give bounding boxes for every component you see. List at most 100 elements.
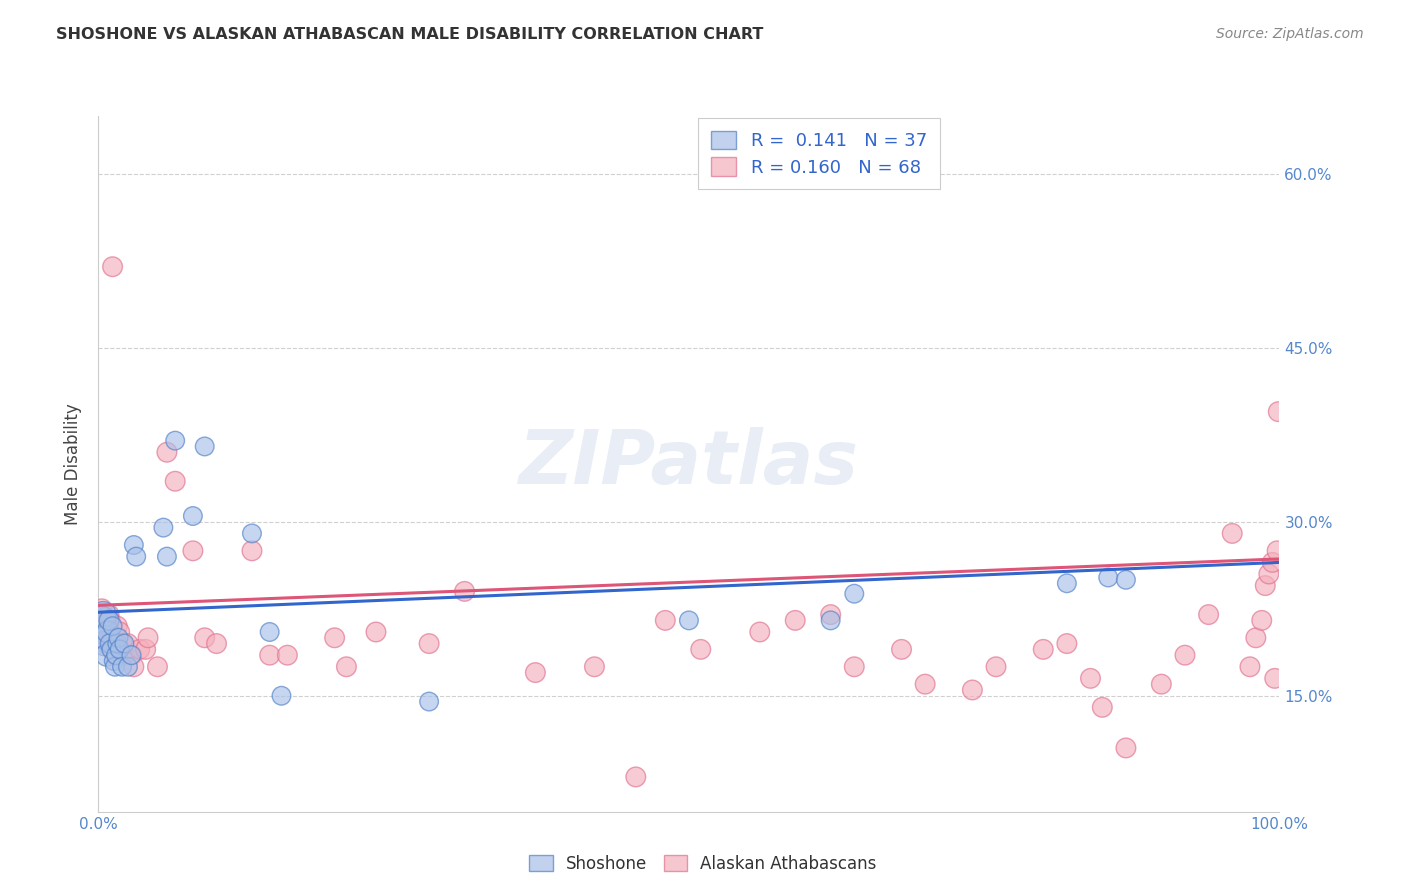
Point (524, 665, 547, 680)
Point (146, 660, 169, 674)
Point (1150, 677, 1173, 691)
Point (105, 631, 128, 645)
Point (91, 614, 114, 628)
Point (125, 549, 148, 564)
Point (194, 631, 217, 645)
Point (583, 660, 606, 674)
Point (101, 260, 124, 274)
Point (128, 642, 150, 657)
Legend: R =  0.141   N = 37, R = 0.160   N = 68: R = 0.141 N = 37, R = 0.160 N = 68 (699, 118, 939, 189)
Point (152, 520, 174, 534)
Point (122, 660, 145, 674)
Point (335, 660, 357, 674)
Point (820, 607, 842, 622)
Point (121, 648, 143, 662)
Point (98, 614, 121, 628)
Point (93, 624, 115, 639)
Point (97, 631, 120, 645)
Point (156, 549, 179, 564)
Point (844, 660, 866, 674)
Point (94, 631, 117, 645)
Point (962, 683, 984, 698)
Point (890, 642, 912, 657)
Point (1220, 526, 1243, 541)
Point (93, 637, 115, 651)
Point (104, 660, 127, 674)
Point (364, 624, 387, 639)
Point (107, 631, 129, 645)
Point (108, 624, 131, 639)
Point (1032, 642, 1054, 657)
Point (259, 624, 281, 639)
Point (1244, 631, 1267, 645)
Point (1264, 671, 1286, 685)
Point (1265, 543, 1288, 558)
Point (111, 660, 134, 674)
Point (108, 642, 131, 657)
Point (103, 642, 125, 657)
Point (1198, 607, 1220, 622)
Legend: Shoshone, Alaskan Athabascans: Shoshone, Alaskan Athabascans (523, 848, 883, 880)
Point (100, 642, 122, 657)
Point (103, 654, 125, 668)
Point (276, 648, 298, 662)
Point (91, 619, 114, 633)
Text: Source: ZipAtlas.com: Source: ZipAtlas.com (1216, 27, 1364, 41)
Point (259, 648, 281, 662)
Point (105, 648, 128, 662)
Point (117, 660, 139, 674)
Point (194, 440, 217, 453)
Point (181, 508, 204, 523)
Point (135, 642, 157, 657)
Point (748, 624, 770, 639)
Point (453, 584, 475, 599)
Point (122, 538, 145, 552)
Text: SHOSHONE VS ALASKAN ATHABASCAN MALE DISABILITY CORRELATION CHART: SHOSHONE VS ALASKAN ATHABASCAN MALE DISA… (56, 27, 763, 42)
Point (112, 637, 135, 651)
Point (323, 631, 346, 645)
Point (1115, 573, 1137, 587)
Point (117, 637, 139, 651)
Point (689, 642, 711, 657)
Point (654, 614, 676, 628)
Point (418, 637, 440, 651)
Point (104, 648, 127, 662)
Point (96, 614, 118, 628)
Point (165, 434, 187, 448)
Point (98, 614, 121, 628)
Point (240, 526, 263, 541)
Point (98, 607, 121, 622)
Point (1097, 570, 1119, 584)
Point (820, 614, 842, 628)
Point (105, 619, 128, 633)
Point (1254, 578, 1277, 592)
Point (181, 543, 204, 558)
Point (1091, 700, 1114, 714)
Point (101, 619, 124, 633)
Point (165, 474, 187, 488)
Text: ZIPatlas: ZIPatlas (519, 427, 859, 500)
Point (136, 631, 159, 645)
Point (97, 624, 120, 639)
Point (111, 637, 134, 651)
Point (1174, 648, 1197, 662)
Point (1080, 671, 1102, 685)
Point (121, 648, 143, 662)
Point (105, 637, 128, 651)
Point (91, 607, 114, 622)
Point (1056, 637, 1078, 651)
Point (1239, 660, 1261, 674)
Point (1257, 567, 1279, 582)
Point (1115, 740, 1137, 755)
Point (156, 445, 179, 459)
Point (418, 694, 440, 708)
Point (98, 637, 121, 651)
Point (1261, 555, 1284, 569)
Point (1056, 576, 1078, 591)
Point (96, 648, 118, 662)
Point (624, 770, 647, 784)
Point (270, 689, 292, 703)
Point (240, 543, 263, 558)
Point (205, 637, 228, 651)
Point (844, 587, 866, 601)
